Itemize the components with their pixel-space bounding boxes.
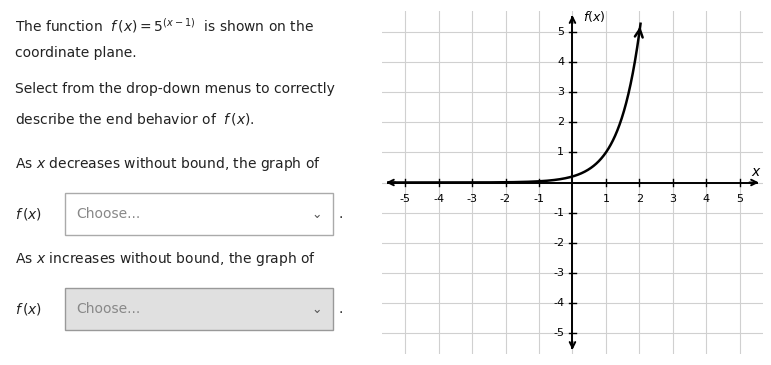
Text: -3: -3 [553, 268, 564, 278]
Text: $f\,(x)$: $f\,(x)$ [15, 207, 42, 222]
Text: -3: -3 [466, 194, 477, 204]
Text: coordinate plane.: coordinate plane. [15, 46, 136, 59]
Text: As $x$ decreases without bound, the graph of: As $x$ decreases without bound, the grap… [15, 155, 321, 173]
Text: Select from the drop-down menus to correctly: Select from the drop-down menus to corre… [15, 82, 335, 96]
Text: -4: -4 [553, 298, 564, 308]
Text: -1: -1 [553, 208, 564, 218]
Text: -4: -4 [433, 194, 444, 204]
Text: As $x$ increases without bound, the graph of: As $x$ increases without bound, the grap… [15, 250, 316, 268]
Text: 4: 4 [703, 194, 710, 204]
Text: describe the end behavior of  $f\,(x)$.: describe the end behavior of $f\,(x)$. [15, 111, 254, 127]
Text: Choose...: Choose... [76, 302, 141, 316]
Text: -2: -2 [500, 194, 511, 204]
Bar [66, 288, 333, 330]
Text: -1: -1 [534, 194, 544, 204]
Text: Choose...: Choose... [76, 207, 141, 222]
Text: $f\,(x)$: $f\,(x)$ [15, 301, 42, 317]
Text: 3: 3 [669, 194, 676, 204]
Text: The function  $f\,(x) = 5^{(x-1)}$  is shown on the: The function $f\,(x) = 5^{(x-1)}$ is sho… [15, 16, 314, 35]
Text: 4: 4 [557, 57, 564, 67]
Text: 2: 2 [557, 117, 564, 127]
Text: -2: -2 [553, 238, 564, 248]
Text: 5: 5 [736, 194, 743, 204]
Text: $f(x)$: $f(x)$ [583, 9, 605, 24]
Text: 2: 2 [636, 194, 643, 204]
Text: 1: 1 [602, 194, 609, 204]
Text: ⌄: ⌄ [311, 208, 322, 221]
Text: -5: -5 [553, 328, 564, 338]
Text: .: . [338, 207, 343, 222]
Text: -5: -5 [399, 194, 411, 204]
Text: .: . [338, 302, 343, 316]
Text: 3: 3 [557, 87, 564, 97]
Text: 5: 5 [557, 27, 564, 37]
Text: 1: 1 [557, 147, 564, 157]
Text: ⌄: ⌄ [311, 303, 322, 316]
Bar [66, 193, 333, 235]
Text: $x$: $x$ [751, 165, 762, 179]
